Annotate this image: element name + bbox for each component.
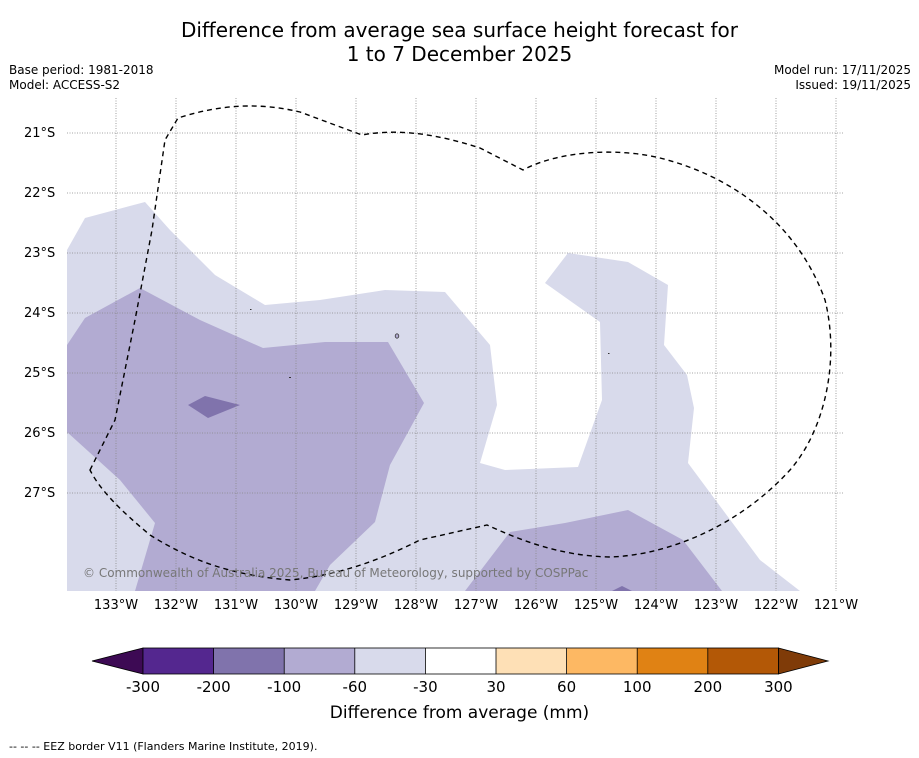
lon-label-123: 123°W xyxy=(693,598,739,613)
small-mark-3 xyxy=(608,353,610,354)
lat-label-26: 26°S xyxy=(24,426,56,441)
colorbar-tick-0: -300 xyxy=(125,678,161,696)
lat-label-23: 23°S xyxy=(24,246,56,261)
meta-right: Model run: 17/11/2025 Issued: 19/11/2025 xyxy=(774,63,911,93)
lon-label-130: 130°W xyxy=(273,598,319,613)
gridlines xyxy=(67,98,843,591)
colorbar-bin-7 xyxy=(566,648,638,674)
lat-label-21: 21°S xyxy=(24,126,56,141)
small-mark-1 xyxy=(250,309,252,310)
colorbar-tick-9: 300 xyxy=(764,678,793,696)
base-period-text: Base period: 1981-2018 xyxy=(9,63,154,77)
colorbar-arrow-left xyxy=(91,647,144,675)
lon-label-124: 124°W xyxy=(633,598,679,613)
colorbar-tick-7: 100 xyxy=(622,678,652,696)
model-run-text: Model run: 17/11/2025 xyxy=(773,63,911,77)
colorbar-bin-3 xyxy=(284,648,355,674)
colorbar-bin-2 xyxy=(213,648,285,674)
colorbar-tick-4: -30 xyxy=(413,678,438,696)
lat-label-22: 22°S xyxy=(24,186,56,201)
small-mark-2 xyxy=(289,377,291,378)
lon-label-125: 125°W xyxy=(573,598,619,613)
colorbar-title: Difference from average (mm) xyxy=(329,703,590,723)
contour-medium-region-south xyxy=(465,510,722,591)
small-contour-spot xyxy=(394,333,400,339)
colorbar-tick-3: -60 xyxy=(342,678,368,696)
lon-label-133: 133°W xyxy=(93,598,139,613)
title-line-1: Difference from average sea surface heig… xyxy=(180,18,739,42)
lat-label-27: 27°S xyxy=(24,486,56,501)
colorbar-arrow-right xyxy=(778,647,830,675)
colorbar-bin-6 xyxy=(496,648,567,674)
lat-label-24: 24°S xyxy=(24,306,56,321)
lon-label-132: 132°W xyxy=(153,598,199,613)
lon-label-131: 131°W xyxy=(213,598,259,613)
eez-border xyxy=(89,105,832,581)
lon-label-127: 127°W xyxy=(453,598,499,613)
title-line-2: 1 to 7 December 2025 xyxy=(346,42,573,66)
colorbar-bin-8 xyxy=(637,648,708,674)
colorbar-tick-8: 200 xyxy=(693,678,723,696)
map-title: Difference from average sea surface heig… xyxy=(0,18,919,66)
contour-medium-region xyxy=(67,288,424,591)
copyright-text: © Commonwealth of Australia 2025, Bureau… xyxy=(83,566,589,580)
lat-label-25: 25°S xyxy=(24,366,56,381)
lon-label-129: 129°W xyxy=(333,598,379,613)
colorbar xyxy=(91,647,830,675)
lon-label-126: 126°W xyxy=(513,598,559,613)
meta-left: Base period: 1981-2018 Model: ACCESS-S2 xyxy=(9,63,154,93)
lon-label-122: 122°W xyxy=(753,598,799,613)
lon-label-128: 128°W xyxy=(393,598,439,613)
contour-dark-patch-south xyxy=(612,586,632,591)
issued-text: Issued: 19/11/2025 xyxy=(795,78,911,92)
colorbar-bin-5 xyxy=(425,648,496,674)
model-text: Model: ACCESS-S2 xyxy=(9,78,121,92)
colorbar-tick-5: 30 xyxy=(486,678,506,696)
colorbar-tick-2: -100 xyxy=(267,678,302,696)
colorbar-tick-1: -200 xyxy=(196,678,231,696)
colorbar-bin-9 xyxy=(707,648,779,674)
colorbar-bin-4 xyxy=(354,648,426,674)
colorbar-tick-6: 60 xyxy=(557,678,577,696)
eez-footer-note: -- -- -- EEZ border V11 (Flanders Marine… xyxy=(9,740,318,753)
colorbar-bin-1 xyxy=(143,648,214,674)
contour-dark-patch xyxy=(188,396,240,418)
lon-label-121: 121°W xyxy=(813,598,859,613)
